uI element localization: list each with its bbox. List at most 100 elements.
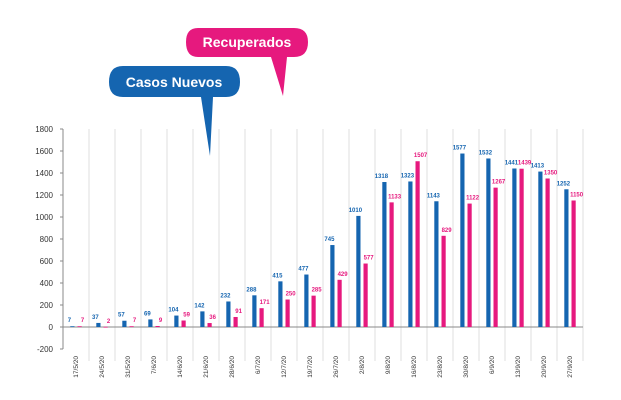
casos-nuevos-value-label: 69 (144, 311, 151, 317)
y-tick-label: -200 (37, 345, 54, 354)
recuperados-bar (415, 161, 420, 327)
recuperados-value-label: 1507 (414, 153, 428, 159)
casos-nuevos-bar (512, 168, 517, 327)
recuperados-value-label: 429 (338, 272, 349, 278)
recuperados-bar (441, 235, 446, 327)
legend-casos-nuevos: Casos Nuevos (109, 66, 240, 156)
recuperados-bar (337, 279, 342, 327)
x-category-label: 6/7/20 (255, 356, 262, 374)
casos-nuevos-value-label: 142 (194, 303, 205, 309)
recuperados-value-label: 9 (159, 318, 163, 324)
y-tick-label: 1400 (35, 169, 53, 178)
recuperados-bar (519, 168, 524, 327)
casos-nuevos-value-label: 1532 (479, 150, 493, 156)
casos-nuevos-bar (304, 274, 309, 327)
recuperados-bar (155, 326, 160, 327)
recuperados-value-label: 2 (107, 319, 111, 325)
x-category-label: 23/8/20 (437, 356, 444, 378)
legend-casos-nuevos-bubble (109, 66, 240, 156)
recuperados-value-label: 36 (209, 315, 216, 321)
casos-nuevos-value-label: 1413 (531, 164, 545, 170)
y-tick-label: 400 (40, 279, 54, 288)
x-category-label: 16/8/20 (411, 356, 418, 378)
recuperados-bar (545, 178, 550, 327)
y-tick-label: 0 (49, 323, 54, 332)
casos-nuevos-bar (486, 158, 491, 327)
casos-nuevos-value-label: 7 (68, 318, 72, 324)
bars (70, 153, 576, 328)
legend-recuperados: Recuperados (186, 28, 308, 96)
casos-nuevos-bar (122, 320, 127, 327)
recuperados-value-label: 1267 (492, 180, 506, 186)
recuperados-value-label: 171 (260, 300, 271, 306)
recuperados-value-label: 7 (133, 318, 137, 324)
x-category-label: 24/5/20 (99, 356, 106, 378)
casos-nuevos-bar (278, 281, 283, 327)
recuperados-bar (103, 326, 108, 328)
casos-nuevos-bar (70, 326, 75, 328)
legend-recuperados-bubble (186, 28, 308, 96)
casos-nuevos-bar (434, 201, 439, 327)
recuperados-bar (181, 320, 186, 327)
casos-nuevos-value-label: 1143 (427, 193, 441, 199)
x-category-label: 26/7/20 (333, 356, 340, 378)
casos-nuevos-value-label: 415 (272, 273, 283, 279)
casos-nuevos-value-label: 745 (324, 237, 335, 243)
casos-nuevos-bar (174, 315, 179, 327)
x-category-label: 31/5/20 (125, 356, 132, 378)
recuperados-value-label: 1122 (466, 196, 480, 202)
recuperados-value-label: 1133 (388, 194, 402, 200)
recuperados-bar (285, 299, 290, 327)
x-category-label: 30/8/20 (463, 356, 470, 378)
casos-nuevos-value-label: 1577 (453, 146, 467, 152)
recuperados-bar (207, 323, 212, 327)
grid (88, 129, 584, 361)
casos-nuevos-bar (460, 153, 465, 327)
value-labels: 7 737257769910459142362329128817141525047… (68, 146, 584, 325)
y-tick-label: 600 (40, 257, 54, 266)
casos-nuevos-value-label: 104 (168, 308, 179, 314)
y-tick-label: 200 (40, 301, 54, 310)
casos-nuevos-value-label: 1441 (505, 160, 519, 166)
casos-nuevos-bar (382, 182, 387, 327)
x-category-label: 2/8/20 (359, 356, 366, 374)
casos-nuevos-bar (96, 322, 101, 327)
x-category-label: 20/9/20 (541, 356, 548, 378)
recuperados-bar (363, 263, 368, 327)
recuperados-bar (493, 187, 498, 327)
recuperados-bar (77, 326, 82, 328)
legend-casos-nuevos-label: Casos Nuevos (126, 74, 223, 90)
casos-nuevos-value-label: 37 (92, 315, 99, 321)
legend-recuperados-label: Recuperados (203, 34, 292, 50)
recuperados-value-label: 1350 (544, 171, 558, 177)
recuperados-bar (389, 202, 394, 327)
casos-nuevos-value-label: 288 (246, 287, 257, 293)
x-category-label: 14/6/20 (177, 356, 184, 378)
y-axis: -200 0 200 400 600 800 1000 1200 1400 1600 1800 (35, 125, 583, 354)
x-category-label: 7/6/20 (151, 356, 158, 374)
recuperados-value-label: 1439 (518, 161, 532, 167)
recuperados-value-label: 285 (312, 288, 323, 294)
recuperados-value-label: 577 (364, 256, 375, 262)
casos-nuevos-bar (564, 189, 569, 327)
casos-nuevos-value-label: 1323 (401, 173, 415, 179)
recuperados-bar (311, 295, 316, 327)
y-tick-label: 1600 (35, 147, 53, 156)
casos-nuevos-value-label: 1010 (349, 208, 363, 214)
x-category-label: 21/6/20 (203, 356, 210, 378)
x-category-label: 12/7/20 (281, 356, 288, 378)
casos-nuevos-bar (538, 171, 543, 327)
casos-nuevos-bar (200, 311, 205, 327)
casos-nuevos-value-label: 232 (220, 293, 231, 299)
casos-nuevos-bar (356, 215, 361, 327)
y-tick-label: 1800 (35, 125, 53, 134)
x-category-label: 27/9/20 (567, 356, 574, 378)
x-axis: 17/5/20 24/5/20 31/5/20 7/6/20 14/6/20 21/6/2… (73, 356, 574, 378)
recuperados-bar (467, 203, 472, 327)
casos-nuevos-bar (226, 301, 231, 327)
recuperados-value-label: 59 (183, 313, 190, 319)
recuperados-bar (259, 308, 264, 327)
casos-nuevos-value-label: 1318 (375, 174, 389, 180)
y-tick-label: 800 (40, 235, 54, 244)
